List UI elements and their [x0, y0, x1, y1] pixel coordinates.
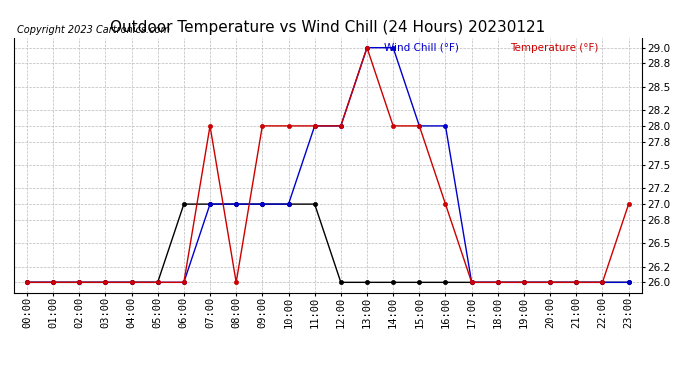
Title: Outdoor Temperature vs Wind Chill (24 Hours) 20230121: Outdoor Temperature vs Wind Chill (24 Ho… [110, 20, 545, 35]
Text: Copyright 2023 Cartronics.com: Copyright 2023 Cartronics.com [17, 25, 170, 35]
Text: Wind Chill (°F): Wind Chill (°F) [384, 43, 466, 52]
Text: Temperature (°F): Temperature (°F) [510, 43, 598, 52]
